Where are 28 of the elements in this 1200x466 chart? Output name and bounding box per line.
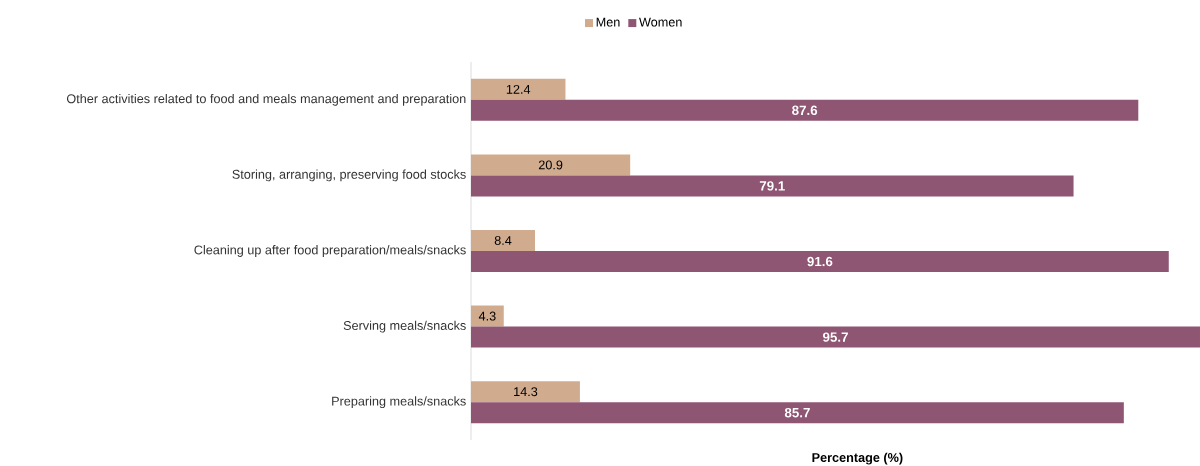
data-label: 91.6 [807,256,833,267]
data-label: 79.1 [759,181,785,191]
y-tick-label: Storing, arranging, preserving food stocks [232,169,466,182]
bar [471,230,535,251]
y-tick-label: Cleaning up after food preparation/meals/snacks [194,245,466,257]
data-label: 85.7 [784,407,810,418]
y-tick-label: Other activities related to food and meals management and preparation [66,93,466,106]
data-label: 8.4 [494,236,512,245]
legend-label: Women [639,17,682,27]
y-tick-label: Serving meals/snacks [343,320,466,333]
x-axis-title: Percentage (%) [812,452,903,465]
bar [471,402,1124,424]
legend-label: Men [596,17,620,27]
data-label: 95.7 [822,332,848,342]
data-label: 12.4 [506,84,531,94]
bar [471,305,504,327]
data-label: 4.3 [478,311,496,321]
bar [471,250,1169,272]
bar [471,381,580,403]
data-label: 20.9 [538,160,563,170]
bar [471,175,1074,197]
data-label: 87.6 [792,105,818,116]
data-label: 14.3 [514,387,538,397]
bar [471,154,631,176]
y-tick-label: Preparing meals/snacks [332,396,466,409]
bar [471,99,1139,121]
bar [471,326,1200,348]
bar [471,78,566,100]
